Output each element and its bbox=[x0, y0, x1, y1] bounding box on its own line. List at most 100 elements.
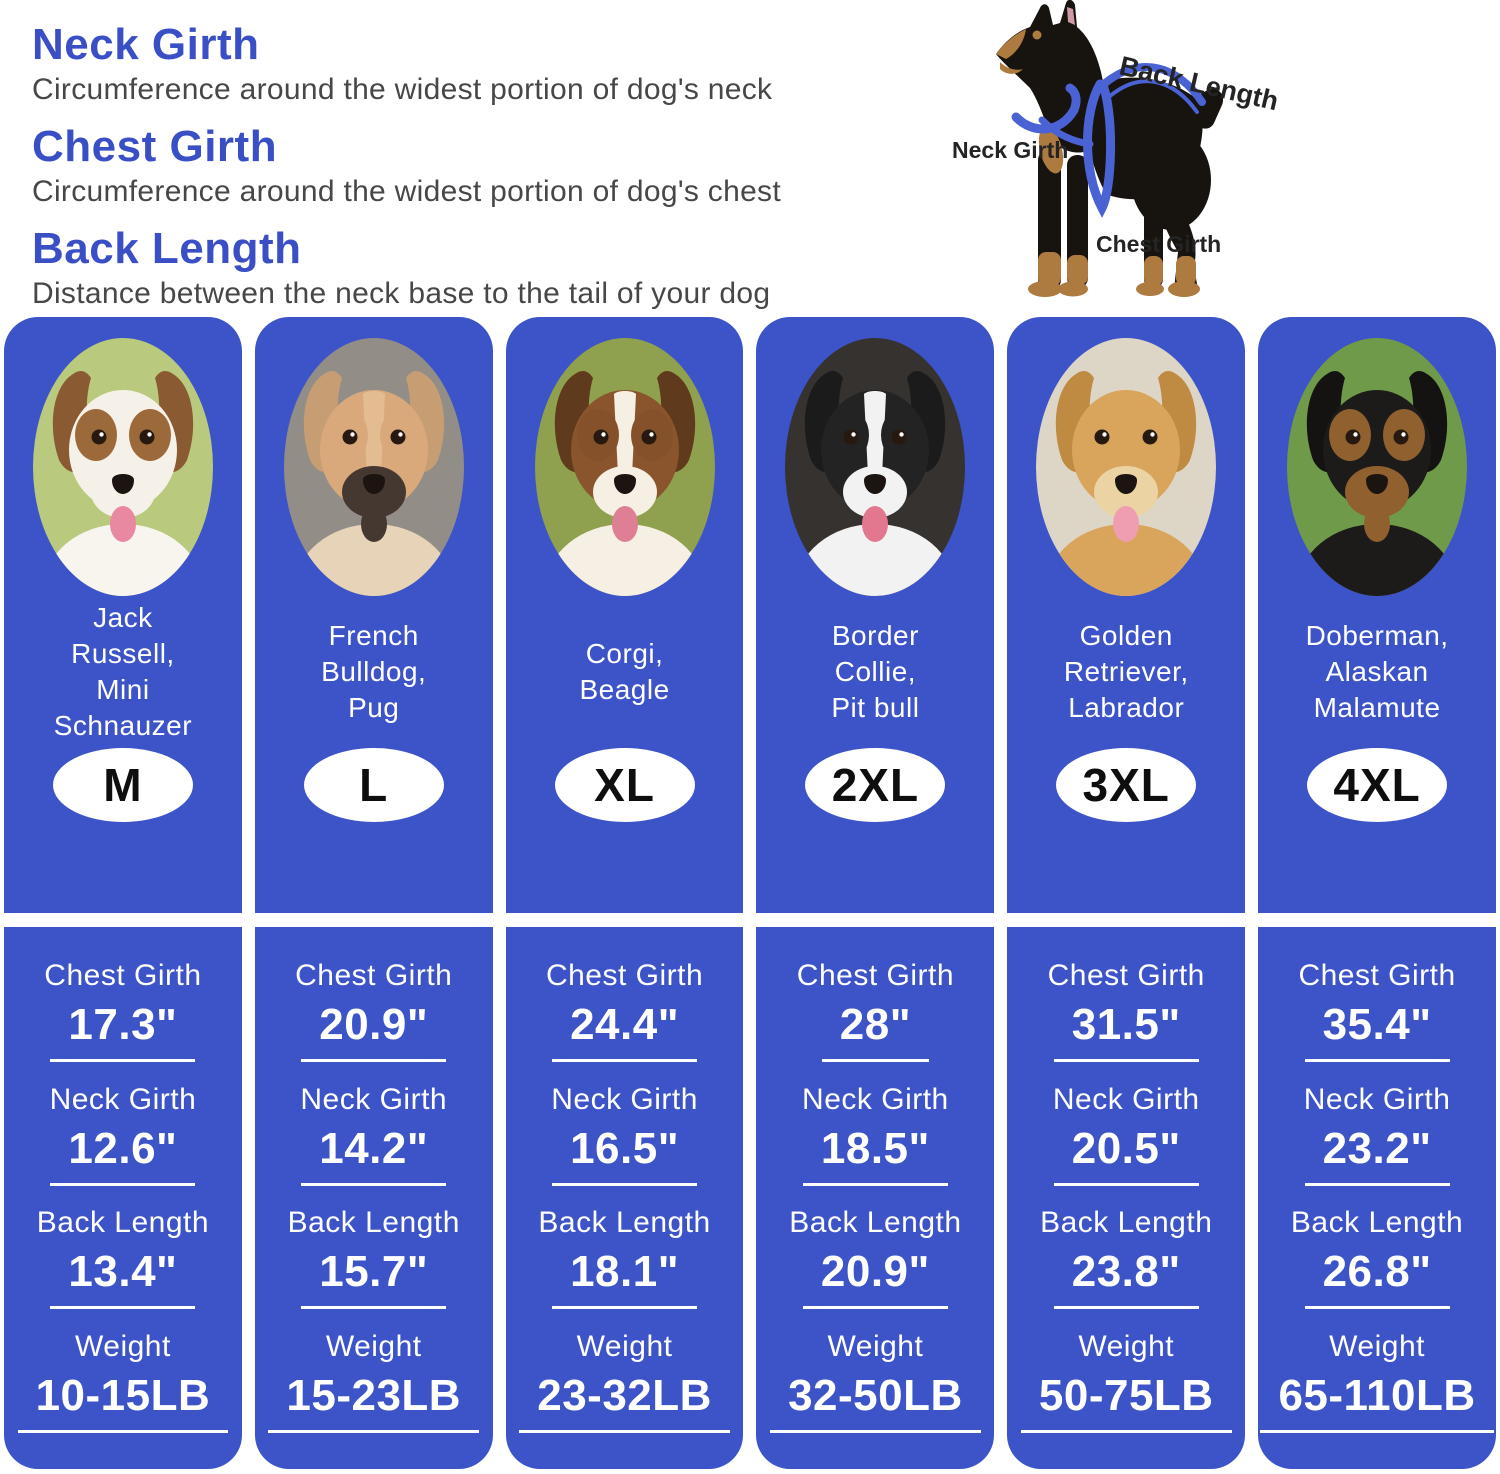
neck-girth-value: 18.5" bbox=[802, 1122, 948, 1186]
weight-value: 50-75LB bbox=[1020, 1369, 1232, 1433]
metric-label: Back Length bbox=[789, 1206, 962, 1240]
dog-eye-right bbox=[139, 429, 155, 445]
weight-value: 15-23LB bbox=[268, 1369, 480, 1433]
dog-eye-right bbox=[1142, 429, 1158, 445]
back-length-metric: Back Length 15.7" bbox=[288, 1206, 460, 1310]
dog-tongue bbox=[1364, 506, 1391, 542]
metric-label: Weight bbox=[827, 1329, 924, 1363]
definition-title: Neck Girth bbox=[32, 20, 260, 69]
dog-chest bbox=[1046, 524, 1207, 596]
dog-eye-glint bbox=[1401, 432, 1406, 437]
dog-nose bbox=[613, 474, 636, 494]
dog-eye-right bbox=[641, 429, 657, 445]
dog-paw bbox=[1028, 281, 1062, 297]
neck-girth-value: 20.5" bbox=[1053, 1122, 1199, 1186]
metric-label: Back Length bbox=[1040, 1206, 1213, 1240]
diagram-neck-girth-label: Neck Girth bbox=[952, 137, 1068, 163]
dog-tongue bbox=[1113, 506, 1140, 542]
neck-girth-metric: Neck Girth 14.2" bbox=[300, 1083, 447, 1186]
dog-blaze bbox=[864, 391, 887, 481]
size-card-top: Doberman, Alaskan Malamute 4XL bbox=[1258, 317, 1496, 913]
metric-label: Neck Girth bbox=[49, 1082, 197, 1116]
dog-blaze bbox=[111, 391, 134, 481]
chest-girth-value: 17.3" bbox=[50, 998, 196, 1063]
breed-names: Corgi, Beagle bbox=[579, 638, 670, 705]
dog-tan-markings bbox=[996, 29, 1200, 297]
dog-tongue bbox=[109, 506, 136, 542]
neck-girth-metric: Neck Girth 12.6" bbox=[50, 1083, 197, 1186]
chest-girth-metric: Chest Girth 24.4" bbox=[546, 959, 703, 1063]
size-label: 2XL bbox=[831, 759, 920, 811]
breed-names: French Bulldog, Pug bbox=[321, 620, 427, 723]
back-length-metric: Back Length 13.4" bbox=[36, 1206, 210, 1310]
dog-eye-right bbox=[1393, 429, 1409, 445]
size-label: XL bbox=[594, 759, 655, 811]
dog-eye-glint bbox=[398, 432, 403, 437]
dog-jaw bbox=[1000, 62, 1023, 74]
chest-girth-value: 31.5" bbox=[1053, 998, 1199, 1063]
metric-label: Neck Girth bbox=[1052, 1082, 1200, 1116]
size-label: 3XL bbox=[1082, 759, 1170, 811]
metric-label: Back Length bbox=[36, 1206, 210, 1240]
size-column: Border Collie, Pit bull 2XL Chest Girth … bbox=[756, 317, 995, 1469]
dog-leg-tan bbox=[1144, 256, 1163, 286]
dog-face-illustration bbox=[1036, 338, 1217, 596]
neck-girth-metric: Neck Girth 16.5" bbox=[551, 1083, 698, 1186]
dog-eye-right bbox=[891, 429, 907, 445]
dog-eye-glint bbox=[147, 432, 152, 437]
dog-paw bbox=[1168, 281, 1200, 297]
metric-label: Back Length bbox=[538, 1206, 711, 1240]
dog-eye-glint bbox=[1102, 432, 1107, 437]
dog-eye-left bbox=[843, 429, 859, 445]
back-length-metric: Back Length 18.1" bbox=[538, 1206, 711, 1310]
breed-names: Golden Retriever, Labrador bbox=[1063, 620, 1189, 723]
dog-paw bbox=[1136, 282, 1164, 296]
weight-value: 32-50LB bbox=[770, 1369, 981, 1433]
dog-photo bbox=[534, 338, 715, 596]
chest-girth-metric: Chest Girth 28" bbox=[796, 959, 955, 1063]
dog-blaze bbox=[362, 391, 385, 481]
dog-eye-glint bbox=[1353, 432, 1358, 437]
size-badge: M bbox=[52, 748, 193, 822]
metric-label: Chest Girth bbox=[796, 959, 955, 993]
chest-girth-metric: Chest Girth 17.3" bbox=[44, 959, 201, 1063]
dog-chest-patch bbox=[1038, 126, 1064, 174]
back-length-arc bbox=[1100, 63, 1206, 106]
size-column: French Bulldog, Pug L Chest Girth 20.9" … bbox=[254, 317, 493, 1469]
size-column: Doberman, Alaskan Malamute 4XL Chest Gir… bbox=[1258, 317, 1496, 1469]
dog-brow-spot bbox=[1032, 30, 1042, 40]
neck-girth-metric: Neck Girth 23.2" bbox=[1304, 1083, 1451, 1186]
metric-label: Chest Girth bbox=[295, 959, 453, 993]
dog-eye-glint bbox=[648, 432, 654, 437]
dog-face-illustration bbox=[534, 338, 715, 596]
metric-label: Back Length bbox=[1290, 1206, 1464, 1240]
size-card-top: Corgi, Beagle XL bbox=[505, 317, 744, 913]
dog-nose bbox=[1366, 474, 1389, 494]
size-badge: 3XL bbox=[1056, 748, 1197, 822]
definition-description: Circumference around the widest portion … bbox=[32, 73, 773, 106]
neck-girth-metric: Neck Girth 18.5" bbox=[802, 1083, 949, 1186]
metric-label: Neck Girth bbox=[300, 1082, 448, 1116]
dog-nose bbox=[864, 474, 887, 494]
dog-photo bbox=[1287, 338, 1468, 596]
weight-value: 65-110LB bbox=[1260, 1369, 1494, 1433]
size-card-specs: Chest Girth 17.3" Neck Girth 12.6" Back … bbox=[4, 927, 242, 1469]
chest-girth-value: 20.9" bbox=[301, 998, 447, 1063]
metric-label: Weight bbox=[325, 1329, 422, 1363]
size-label: M bbox=[103, 759, 143, 811]
back-length-value: 15.7" bbox=[301, 1245, 447, 1310]
neck-girth-value: 14.2" bbox=[301, 1122, 447, 1186]
back-length-arc-inner bbox=[1108, 79, 1199, 114]
dog-photo bbox=[785, 338, 966, 596]
back-length-metric: Back Length 20.9" bbox=[789, 1206, 962, 1310]
dog-eye-right bbox=[390, 429, 406, 445]
back-length-value: 26.8" bbox=[1304, 1245, 1450, 1310]
size-card-specs: Chest Girth 20.9" Neck Girth 14.2" Back … bbox=[254, 927, 493, 1469]
neck-girth-value: 23.2" bbox=[1304, 1122, 1450, 1186]
size-badge: XL bbox=[554, 748, 695, 822]
dog-photo bbox=[1036, 338, 1217, 596]
weight-metric: Weight 10-15LB bbox=[17, 1330, 229, 1433]
metric-label: Chest Girth bbox=[1047, 959, 1205, 993]
dog-face-illustration bbox=[32, 338, 213, 596]
